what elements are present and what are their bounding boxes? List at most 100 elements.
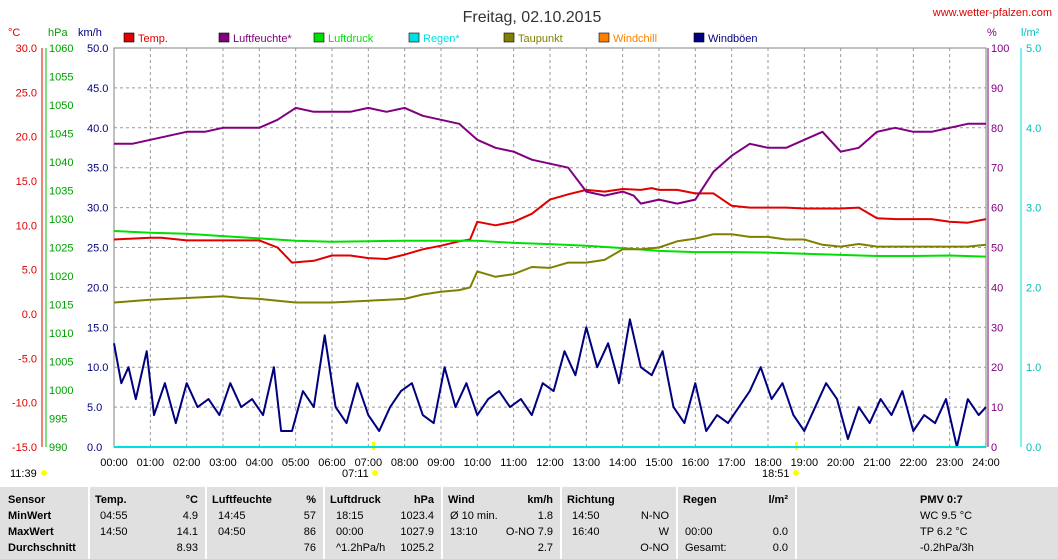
humidity-tick: 50 <box>991 243 1003 255</box>
cell-press-val: 1023.4 <box>400 510 434 522</box>
pressure-tick: 1020 <box>49 271 73 283</box>
site-url: www.wetter-pfalzen.com <box>932 7 1052 19</box>
legend-label: Luftdruck <box>328 33 374 45</box>
cell-hum-time: 04:50 <box>218 526 246 538</box>
cell-wind-time: 13:10 <box>450 526 478 538</box>
temp-tick: 15.0 <box>16 176 37 188</box>
cell-rain-val: 0.0 <box>772 526 788 538</box>
temp-tick: -5.0 <box>18 353 37 365</box>
sun-label-set: 18:51 <box>762 468 790 480</box>
header-pressure: Luftdruck <box>330 494 381 506</box>
time-tick: 07:00 <box>355 457 383 469</box>
time-tick: 14:00 <box>609 457 637 469</box>
humidity-tick: 0 <box>991 442 997 454</box>
unit-wind: km/h <box>78 27 102 39</box>
time-tick: 12:00 <box>536 457 564 469</box>
humidity-tick: 30 <box>991 322 1003 334</box>
wind-tick: 40.0 <box>87 123 108 135</box>
stats-table: Sensor Temp. °C Luftfeuchte % Luftdruck … <box>0 487 1058 559</box>
time-tick: 04:00 <box>246 457 274 469</box>
unit-rain: l/m² <box>1021 27 1040 39</box>
cell-dir-val: W <box>658 526 669 538</box>
pressure-tick: 1040 <box>49 157 73 169</box>
time-tick: 21:00 <box>863 457 891 469</box>
series-windb-en-line <box>113 318 987 448</box>
header-rain: Regen <box>683 494 717 506</box>
cell-dir-val: N-NO <box>640 510 669 522</box>
series-luftdruck-line <box>113 230 987 258</box>
cell-press-val: 1025.2 <box>400 542 434 554</box>
cell-hum-time: 14:45 <box>218 510 246 522</box>
temp-tick: 0.0 <box>22 309 37 321</box>
row-label: MinWert <box>8 510 52 522</box>
time-tick: 13:00 <box>573 457 601 469</box>
cell-press-time: 18:15 <box>336 510 364 522</box>
header-pressure-unit: hPa <box>413 494 434 506</box>
time-tick: 06:00 <box>318 457 346 469</box>
unit-pressure: hPa <box>48 27 68 39</box>
humidity-tick: 80 <box>991 123 1003 135</box>
humidity-tick: 90 <box>991 83 1003 95</box>
header-direction: Richtung <box>567 494 615 506</box>
cell-hum-val: 76 <box>303 542 316 554</box>
wind-tick: 30.0 <box>87 203 108 215</box>
pressure-tick: 1055 <box>49 72 73 84</box>
cell-wind-val: 2.7 <box>537 542 553 554</box>
pressure-tick: 1025 <box>49 243 73 255</box>
wind-tick: 50.0 <box>87 43 108 55</box>
cell-pmv: WC 9.5 °C <box>920 510 973 522</box>
humidity-tick: 10 <box>991 402 1003 414</box>
temp-tick: 10.0 <box>16 220 37 232</box>
cell-dir-time: 16:40 <box>572 526 600 538</box>
cell-rain-time: Gesamt: <box>685 542 727 554</box>
humidity-tick: 20 <box>991 362 1003 374</box>
wind-tick: 20.0 <box>87 282 108 294</box>
time-tick: 03:00 <box>209 457 237 469</box>
cell-hum-val: 57 <box>303 510 316 522</box>
cell-dir-val: O-NO <box>640 542 669 554</box>
pressure-tick: 1010 <box>49 328 73 340</box>
pressure-tick: 1035 <box>49 186 73 198</box>
legend-label: Taupunkt <box>518 33 563 45</box>
time-tick: 10:00 <box>464 457 492 469</box>
series-taupunkt-line <box>113 233 987 304</box>
pressure-tick: 990 <box>49 442 67 454</box>
wind-tick: 35.0 <box>87 163 108 175</box>
time-tick: 20:00 <box>827 457 855 469</box>
time-tick: 11:00 <box>500 457 527 469</box>
rain-tick: 2.0 <box>1026 282 1041 294</box>
pressure-tick: 995 <box>49 414 67 426</box>
pressure-tick: 1015 <box>49 300 73 312</box>
time-tick: 02:00 <box>173 457 201 469</box>
cell-pmv: -0.2hPa/3h <box>920 542 974 554</box>
pressure-tick: 1050 <box>49 100 73 112</box>
temp-tick: -10.0 <box>12 398 37 410</box>
legend-swatch <box>123 32 135 43</box>
cell-temp-val: 8.93 <box>176 542 198 554</box>
rain-tick: 3.0 <box>1026 203 1041 215</box>
cell-rain-val: 0.0 <box>772 542 788 554</box>
legend-swatch <box>313 32 325 43</box>
chart-title: Freitag, 02.10.2015 <box>463 9 602 26</box>
legend-swatch <box>598 32 610 43</box>
pressure-tick: 1000 <box>49 385 73 397</box>
humidity-tick: 70 <box>991 163 1003 175</box>
time-tick: 05:00 <box>282 457 310 469</box>
cell-rain-time: 00:00 <box>685 526 713 538</box>
row-label: MaxWert <box>8 526 54 538</box>
wind-tick: 5.0 <box>87 402 102 414</box>
time-tick: 17:00 <box>718 457 746 469</box>
cell-wind-time: Ø 10 min. <box>450 510 498 522</box>
unit-humidity: % <box>987 27 997 39</box>
time-tick: 15:00 <box>645 457 673 469</box>
time-tick: 00:00 <box>100 457 128 469</box>
series-temp-line <box>113 187 987 264</box>
humidity-tick: 100 <box>991 43 1009 55</box>
wind-tick: 25.0 <box>87 243 108 255</box>
legend-label: Temp. <box>138 33 168 45</box>
cell-wind-val: 1.8 <box>537 510 553 522</box>
header-temp: Temp. <box>95 494 127 506</box>
header-pmv: PMV 0:7 <box>920 494 963 506</box>
weather-chart: Freitag, 02.10.2015 www.wetter-pfalzen.co… <box>8 7 1052 480</box>
cell-temp-val: 4.9 <box>182 510 198 522</box>
